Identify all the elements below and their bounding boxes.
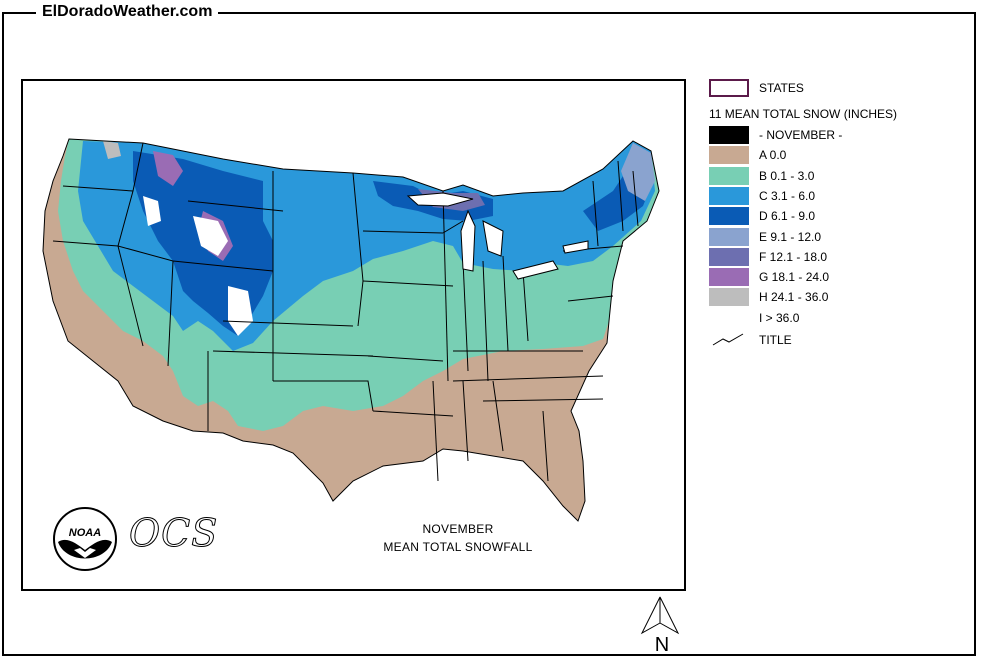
north-label: N <box>655 634 669 653</box>
region-h-24-1-36-0 <box>103 141 121 159</box>
state-borders <box>42 138 660 522</box>
legend-item-label: H 24.1 - 36.0 <box>759 290 829 305</box>
site-title[interactable]: ElDoradoWeather.com <box>36 2 219 22</box>
caption-month: NOVEMBER <box>422 522 494 536</box>
region-i-above-36-white <box>193 216 228 256</box>
noaa-logo: NOAA <box>52 506 118 577</box>
legend-item: G 18.1 - 24.0 <box>709 267 829 287</box>
legend-item-label: I > 36.0 <box>759 310 800 325</box>
legend-swatch <box>709 207 749 226</box>
legend-swatch <box>709 308 749 327</box>
legend-swatch <box>709 268 749 287</box>
legend-item: C 3.1 - 6.0 <box>709 186 815 206</box>
legend-item: H 24.1 - 36.0 <box>709 287 828 307</box>
legend-swatch <box>709 166 749 185</box>
legend-item-label: E 9.1 - 12.0 <box>759 229 822 244</box>
region-g-18-1-24-0 <box>153 151 183 186</box>
legend-swatch <box>709 146 749 165</box>
region-e-9-1-12-0 <box>621 143 655 201</box>
legend-title-row: TITLE <box>709 330 792 350</box>
legend-swatch <box>709 227 749 246</box>
us-snowfall-map <box>42 138 660 522</box>
legend-item: F 12.1 - 18.0 <box>709 247 827 267</box>
legend-item-label: B 0.1 - 3.0 <box>759 168 815 183</box>
legend-swatch <box>709 186 749 205</box>
title-line-icon <box>712 333 744 346</box>
legend-title-line-label: TITLE <box>759 333 792 347</box>
legend-item: - NOVEMBER - <box>709 125 842 145</box>
legend-swatch <box>709 247 749 266</box>
legend-states-row: STATES <box>709 78 804 98</box>
noaa-logo-text: NOAA <box>69 527 101 539</box>
north-arrow: N <box>636 595 684 658</box>
legend-item: I > 36.0 <box>709 308 799 328</box>
legend-item-label: G 18.1 - 24.0 <box>759 270 830 285</box>
legend-item-label: D 6.1 - 9.0 <box>759 209 816 224</box>
legend-item-label: - NOVEMBER - <box>759 128 843 142</box>
ocs-logo: OCS <box>128 511 219 556</box>
states-swatch <box>709 79 749 97</box>
map-panel: NOAA OCS NOVEMBER MEAN TOTAL SNOWFALL <box>21 79 686 591</box>
caption-title: MEAN TOTAL SNOWFALL <box>383 540 533 554</box>
region-i-idaho <box>143 196 161 226</box>
legend-item: D 6.1 - 9.0 <box>709 206 815 226</box>
legend-item-label: F 12.1 - 18.0 <box>759 249 828 264</box>
map-caption: NOVEMBER MEAN TOTAL SNOWFALL <box>383 520 533 556</box>
legend-item-label: C 3.1 - 6.0 <box>759 188 816 203</box>
legend-swatch <box>709 126 749 144</box>
legend-title: 11 MEAN TOTAL SNOW (INCHES) <box>709 107 898 121</box>
legend-item: B 0.1 - 3.0 <box>709 166 814 186</box>
region-i-colorado <box>228 286 253 336</box>
legend-states-label: STATES <box>759 81 804 95</box>
legend-swatch <box>709 288 749 307</box>
legend-item: E 9.1 - 12.0 <box>709 227 821 247</box>
great-lakes <box>406 192 589 280</box>
legend-item-label: A 0.0 <box>759 148 787 163</box>
page-frame <box>2 12 976 656</box>
legend-item: A 0.0 <box>709 145 786 165</box>
